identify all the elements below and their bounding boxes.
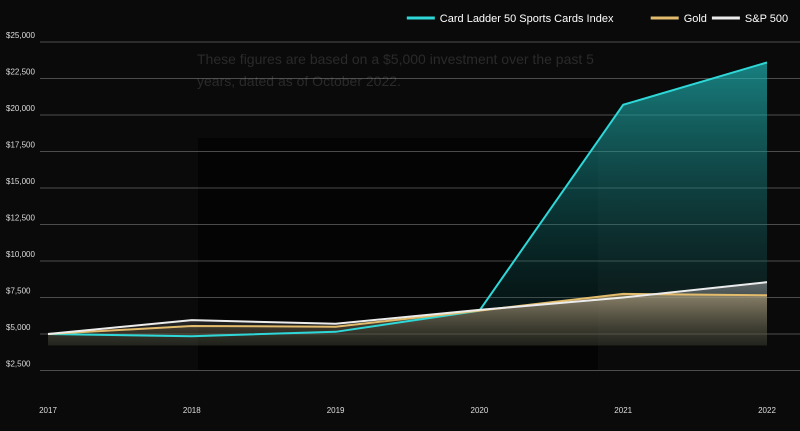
legend-label: S&P 500	[745, 13, 788, 25]
y-tick-label: $12,500	[6, 214, 35, 223]
x-tick-label: 2018	[183, 406, 201, 415]
y-tick-label: $2,500	[6, 360, 31, 369]
y-tick-label: $10,000	[6, 250, 35, 259]
x-tick-label: 2017	[39, 406, 57, 415]
y-tick-label: $7,500	[6, 287, 31, 296]
y-tick-label: $20,000	[6, 104, 35, 113]
area	[48, 282, 767, 346]
legend-label: Gold	[684, 13, 707, 25]
legend-label: Card Ladder 50 Sports Cards Index	[440, 13, 614, 25]
x-tick-label: 2019	[327, 406, 345, 415]
y-tick-label: $5,000	[6, 323, 31, 332]
y-tick-label: $15,000	[6, 177, 35, 186]
x-tick-label: 2020	[471, 406, 489, 415]
y-tick-label: $25,000	[6, 31, 35, 40]
line	[47, 61, 768, 338]
x-tick-label: 2021	[614, 406, 632, 415]
y-tick-label: $22,500	[6, 68, 35, 77]
annotation-box: These figures are based on a $5,000 inve…	[197, 51, 594, 89]
area	[48, 62, 767, 346]
y-tick-label: $17,500	[6, 141, 35, 150]
x-tick-label: 2022	[758, 406, 776, 415]
line	[47, 281, 768, 335]
annotation: These figures are based on a $5,000 inve…	[197, 51, 594, 89]
